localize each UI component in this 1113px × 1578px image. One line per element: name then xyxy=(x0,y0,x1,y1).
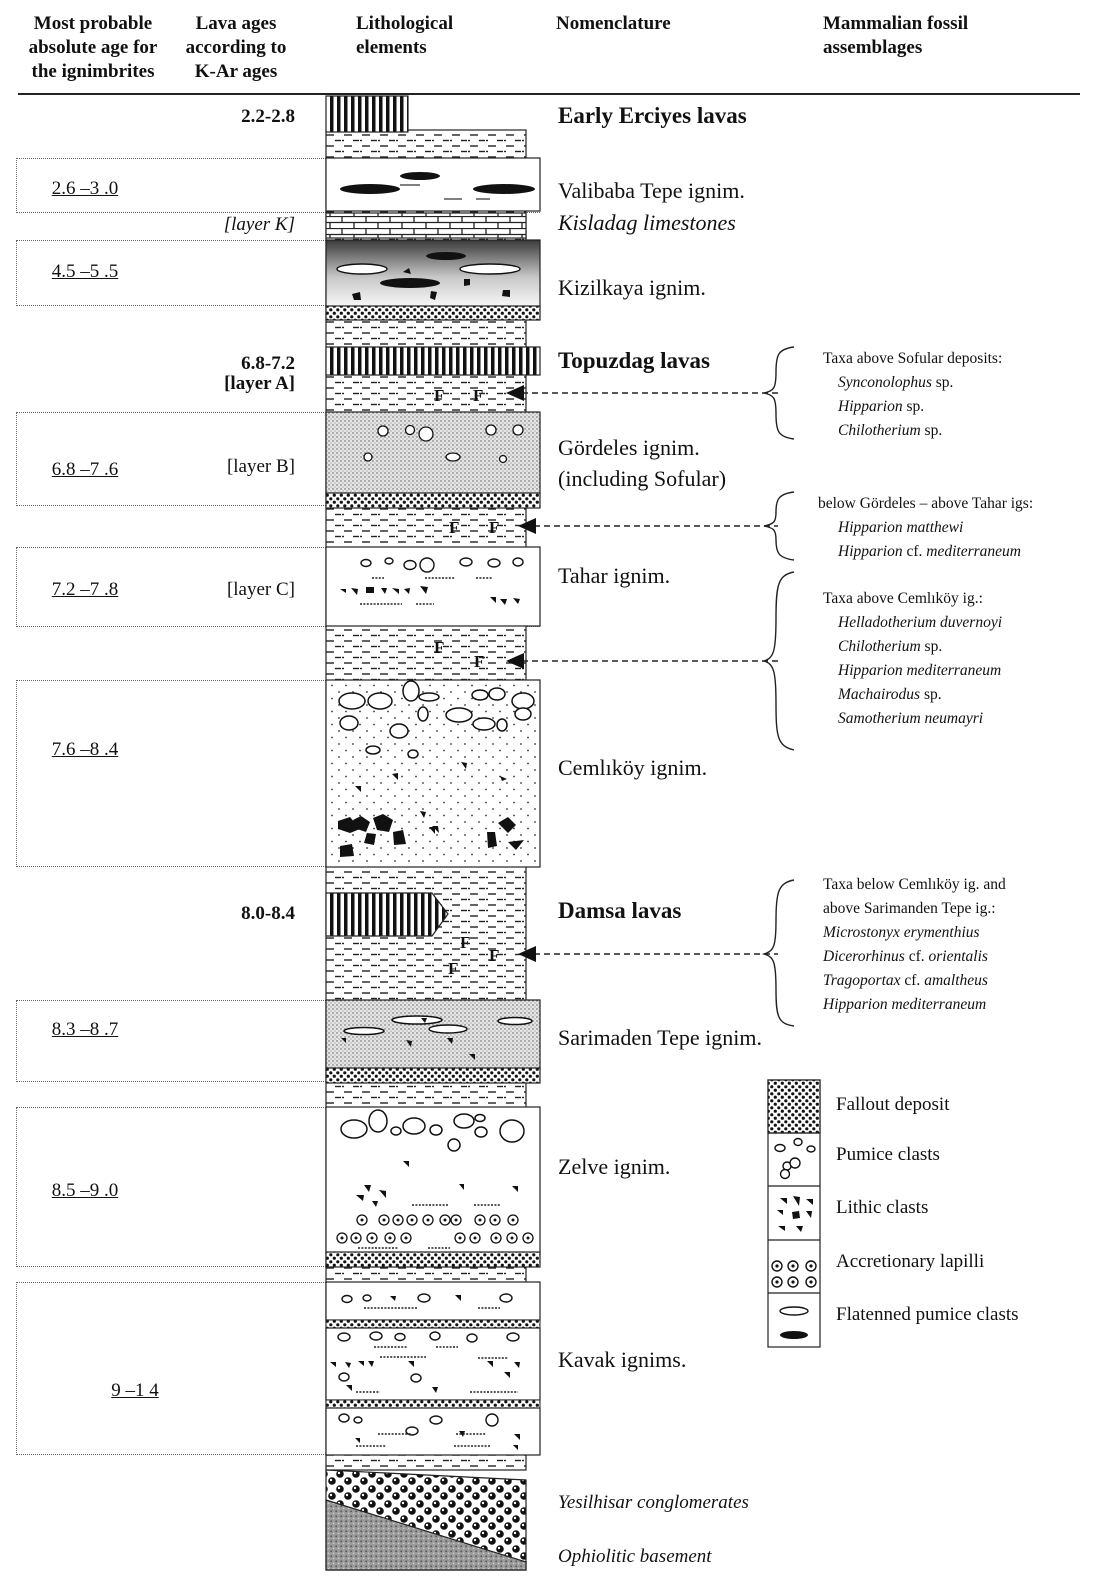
legend-label-lithic: Lithic clasts xyxy=(836,1197,929,1218)
layer-b: [layer B] xyxy=(226,456,295,477)
unit-label: (including Sofular) xyxy=(558,466,727,491)
header-lava-ages: Lava ages according to K-Ar ages xyxy=(185,13,287,82)
age-gordeles: 6.8 –7 .6 xyxy=(51,459,119,480)
unit-label: Damsa lavas xyxy=(558,898,682,923)
fossil-marker: F xyxy=(489,946,499,965)
unit-label: Gördeles ignim. xyxy=(558,435,700,460)
unit-label: Early Erciyes lavas xyxy=(558,103,747,128)
brace-icon xyxy=(763,491,795,561)
fossil-line: below Gördeles – above Tahar igs: xyxy=(818,495,1034,512)
header-lithological-elements: Lithological elements xyxy=(356,13,454,58)
unit-label: Ophiolitic basement xyxy=(558,1546,712,1567)
brace-icon xyxy=(761,879,795,1027)
unit-label: Cemlıköy ignim. xyxy=(558,755,708,780)
arrow-icon xyxy=(506,385,524,401)
unit-label: Kisladag limestones xyxy=(558,210,736,235)
lava-age-early-erciyes: 2.2-2.8 xyxy=(241,106,295,127)
fossil-marker: F xyxy=(434,638,444,657)
legend-label-fallout: Fallout deposit xyxy=(836,1094,950,1115)
fossil-line: Hipparion matthewi xyxy=(838,519,964,536)
fossil-line: Hipparion cf. mediterraneum xyxy=(838,543,1021,560)
fossil-line: Hipparion mediterraneum xyxy=(823,996,987,1013)
unit-label: Kizilkaya ignim. xyxy=(558,275,706,300)
fossil-assemblage-damsa: Taxa below Cemlıköy ig. and above Sarima… xyxy=(823,873,1006,1017)
fossil-line: Dicerorhinus cf. orientalis xyxy=(823,948,988,965)
fossil-line: Chilotherium sp. xyxy=(838,638,943,655)
damsa-lava-unit xyxy=(325,892,449,937)
fossil-line: Taxa above Cemlıköy ig.: xyxy=(823,590,983,607)
fossil-line: Taxa below Cemlıköy ig. and xyxy=(823,876,1006,893)
header-nomenclature: Nomenclature xyxy=(556,13,671,34)
header-mammalian-fossils: Mammalian fossil assemblages xyxy=(823,13,969,58)
fossil-line: Machairodus sp. xyxy=(838,686,942,703)
legend-label-flattened-pumice: Flatenned pumice clasts xyxy=(836,1304,1019,1325)
fossil-line: Synconolophus sp. xyxy=(838,374,954,391)
kisladag-limestone-unit xyxy=(325,212,527,239)
arrow-icon xyxy=(518,946,536,962)
unit-label: Topuzdag lavas xyxy=(558,348,710,373)
fossil-marker: F xyxy=(448,959,458,978)
fossil-line: Hipparion mediterraneum xyxy=(838,662,1002,679)
brace-icon xyxy=(763,346,795,440)
fossil-line: Helladotherium duvernoyi xyxy=(838,614,1003,631)
unit-label: Zelve ignim. xyxy=(558,1154,671,1179)
age-kizilkaya: 4.5 –5 .5 xyxy=(51,261,119,282)
age-tahar: 7.2 –7 .8 xyxy=(51,579,119,600)
arrow-icon xyxy=(518,518,536,534)
brace-icon xyxy=(761,571,795,751)
legend-label-pumice: Pumice clasts xyxy=(836,1144,940,1165)
age-sarimaden: 8.3 –8 .7 xyxy=(51,1019,119,1040)
age-zelve: 8.5 –9 .0 xyxy=(51,1180,119,1201)
fossil-marker: F xyxy=(489,518,499,537)
fossil-assemblage-cemilkoy: Taxa above Cemlıköy ig.: Helladotherium … xyxy=(823,587,1002,731)
layer-a: [layer A] xyxy=(224,373,295,394)
header-rule xyxy=(18,93,1080,95)
unit-label: Kavak ignims. xyxy=(558,1347,687,1372)
age-valibaba: 2.6 –3 .0 xyxy=(51,178,119,199)
fossil-marker: F xyxy=(474,652,484,671)
age-kavak: 9 –1 4 xyxy=(111,1380,159,1401)
fossil-line: Taxa above Sofular deposits: xyxy=(823,350,1003,367)
topuzdag-lava-unit xyxy=(325,346,541,376)
fossil-line: Hipparion sp. xyxy=(838,398,925,415)
unit-label: Tahar ignim. xyxy=(558,563,671,588)
arrow-icon xyxy=(506,653,524,669)
fossil-marker: F xyxy=(460,933,470,952)
kavak-unit-upper xyxy=(325,1281,541,1321)
gordeles-unit xyxy=(325,411,541,495)
unit-label: Sarimaden Tepe ignim. xyxy=(558,1025,762,1050)
unit-label: Valibaba Tepe ignim. xyxy=(558,178,745,203)
cemilkoy-unit xyxy=(325,679,541,868)
fossil-line: Microstonyx erymenthius xyxy=(823,924,980,941)
fossil-marker: F xyxy=(449,518,459,537)
lava-age-topuzdag: 6.8-7.2 xyxy=(241,353,295,374)
layer-k: [layer K] xyxy=(223,214,295,235)
age-cemilkoy: 7.6 –8 .4 xyxy=(51,739,119,760)
early-erciyes-lava-unit xyxy=(325,95,409,133)
tahar-unit xyxy=(325,546,541,627)
fossil-assemblage-gordeles-tahar: below Gördeles – above Tahar igs: Hippar… xyxy=(818,492,1033,564)
fossil-line: Chilotherium sp. xyxy=(838,422,943,439)
lava-age-damsa: 8.0-8.4 xyxy=(241,903,295,924)
fossil-line: Tragoportax cf. amaltheus xyxy=(823,972,988,989)
fossil-assemblage-sofular: Taxa above Sofular deposits: Synconoloph… xyxy=(823,347,1002,443)
fossil-line: Samotherium neumayri xyxy=(838,710,984,727)
layer-c: [layer C] xyxy=(226,579,295,600)
header-absolute-age: Most probable absolute age for the ignimbr… xyxy=(28,13,158,82)
fossil-line: above Sarimanden Tepe ig.: xyxy=(823,900,996,917)
kavak-unit-lower xyxy=(325,1407,541,1456)
fossil-marker: F xyxy=(434,386,444,405)
unit-label: Yesilhisar conglomerates xyxy=(558,1492,749,1513)
fossil-marker: F xyxy=(473,386,483,405)
legend-label-accretionary: Accretionary lapilli xyxy=(836,1251,985,1272)
ophiolitic-basement-unit xyxy=(325,1499,527,1571)
